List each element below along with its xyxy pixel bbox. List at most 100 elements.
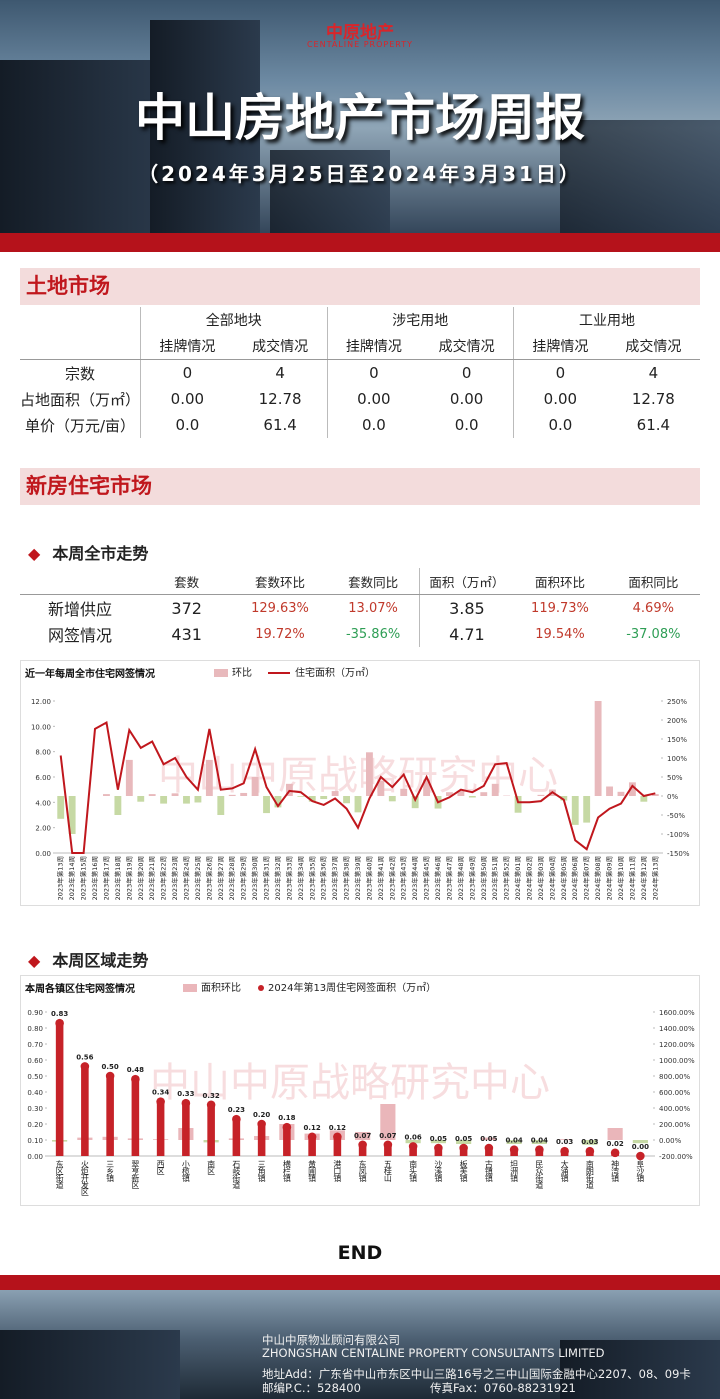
cell: 4.69% xyxy=(632,600,674,616)
cell: 19.54% xyxy=(535,626,585,642)
end-mark: END xyxy=(337,1242,383,1264)
column-cap xyxy=(282,1122,292,1132)
x-tick-label: 2023年第47周 xyxy=(444,856,453,900)
column-cap xyxy=(105,1071,115,1081)
x-tick-label: 2023年第41周 xyxy=(376,856,385,900)
bar xyxy=(366,752,373,796)
building xyxy=(0,60,170,233)
cell xyxy=(20,333,141,360)
bar xyxy=(480,792,488,796)
line xyxy=(59,720,656,854)
building xyxy=(0,1330,180,1399)
column xyxy=(156,1101,165,1156)
bar xyxy=(205,759,213,796)
value-label: 0.05 xyxy=(480,1135,497,1143)
column-cap xyxy=(434,1143,443,1153)
x-tick-label: 2023年第25周 xyxy=(193,856,202,900)
y2-tick-label: 200.00% xyxy=(659,1121,690,1129)
cell: 3.85 xyxy=(419,594,514,621)
column xyxy=(106,1076,114,1156)
value-label: 0.03 xyxy=(556,1138,573,1146)
x-tick-label: 港口镇 xyxy=(333,1159,342,1183)
section-title: 新房住宅市场 xyxy=(20,468,700,505)
x-tick-label: 火炬开发区 xyxy=(80,1160,89,1196)
bar xyxy=(430,1140,446,1144)
x-tick-label: 2023年第50周 xyxy=(479,856,488,900)
y-tick-label: 8.00 xyxy=(35,749,51,757)
x-tick-label: 2023年第32周 xyxy=(273,856,282,900)
header-row: 全部地块 涉宅用地 工业用地 xyxy=(20,307,700,333)
x-tick-label: 2023年第17周 xyxy=(101,856,110,900)
cell: 4.71 xyxy=(419,621,514,647)
cell: 0.00 xyxy=(512,386,607,412)
value-label: 0.56 xyxy=(76,1053,93,1061)
row-label: 网签情况 xyxy=(47,626,112,645)
x-tick-label: 2023年第20周 xyxy=(136,856,145,900)
bar xyxy=(400,788,408,796)
column-cap xyxy=(560,1146,569,1156)
y-tick-label: 0.60 xyxy=(27,1057,43,1065)
chart-box: 近一年每周全市住宅网签情况 中山中原战略研究中心 环比 住宅面积（万㎡） 0.00 2.0… xyxy=(20,660,700,906)
header-row: 套数 套数环比 套数同比 面积（万㎡） 面积环比 面积同比 xyxy=(20,568,700,595)
bar xyxy=(343,796,350,804)
bar xyxy=(557,1139,573,1140)
x-tick-label: 2024年第11周 xyxy=(627,856,636,900)
x-tick-label: 三乡镇 xyxy=(106,1160,115,1183)
x-tick-label: 2024年第08周 xyxy=(593,856,602,900)
y2-tick-label: 1600.00% xyxy=(659,1009,695,1017)
cell: 372 xyxy=(171,598,202,618)
column xyxy=(409,1146,417,1156)
x-tick-label: 2024年第06周 xyxy=(570,856,579,900)
value-label: 0.83 xyxy=(51,1010,68,1018)
x-tick-label: 南区 xyxy=(207,1159,216,1175)
bar xyxy=(274,796,282,808)
value-label: 0.20 xyxy=(253,1111,270,1119)
x-tick-label: 2024年第02周 xyxy=(525,856,534,900)
column xyxy=(384,1144,392,1156)
legend-label: 住宅面积（万㎡） xyxy=(295,666,375,679)
cell: 13.07% xyxy=(348,600,398,616)
column-header: 套数同比 xyxy=(326,568,420,595)
watermark: 中山中原战略研究中心 xyxy=(150,1060,550,1106)
x-tick-label: 民众街道 xyxy=(535,1160,544,1190)
building xyxy=(150,20,260,233)
bar xyxy=(651,794,659,796)
x-tick-label: 石岐街道 xyxy=(232,1160,241,1190)
bar xyxy=(628,782,636,796)
y2-tick-label: 0% xyxy=(667,793,678,801)
chart-title: 近一年每周全市住宅网签情况 xyxy=(25,667,155,680)
column xyxy=(182,1103,190,1156)
x-tick-label: 阜沙镇 xyxy=(636,1159,645,1183)
y2-tick-label: 50% xyxy=(667,774,683,782)
legend-swatch xyxy=(183,984,197,992)
y2-tick-label: -150% xyxy=(667,850,690,858)
x-tick-label: 2023年第22周 xyxy=(159,856,168,900)
column xyxy=(131,1079,140,1156)
x-tick-label: 沙溪镇 xyxy=(434,1160,443,1183)
legend-label: 2024年第13周住宅网签面积（万㎡） xyxy=(268,981,436,994)
x-tick-label: 2024年第10周 xyxy=(616,856,625,900)
y2-tick-label: -100% xyxy=(667,831,690,839)
column xyxy=(257,1124,266,1156)
column-cap xyxy=(459,1143,468,1153)
bar xyxy=(457,790,465,796)
bar xyxy=(251,777,259,796)
row: 宗数 0 4 0 0 0 4 xyxy=(20,359,700,386)
bar xyxy=(171,793,179,796)
fax: 传真Fax：0760-88231921 xyxy=(430,1381,576,1395)
x-tick-label: 2023年第18周 xyxy=(113,856,122,900)
column-cap xyxy=(509,1145,519,1154)
x-tick-label: 2024年第13周 xyxy=(650,856,659,900)
value-label: 0.07 xyxy=(379,1132,396,1140)
column-cap xyxy=(383,1140,393,1150)
x-tick-label: 2023年第15周 xyxy=(79,856,88,900)
y-tick-label: 0.10 xyxy=(27,1137,43,1145)
bar xyxy=(137,796,145,802)
y2-tick-label: -50% xyxy=(667,812,685,820)
x-tick-label: 2024年第03周 xyxy=(536,856,545,900)
cell: 4 xyxy=(648,364,659,382)
sub-header: 挂牌情况 xyxy=(326,333,421,360)
bar xyxy=(423,779,431,796)
subsection-title: 本周区域走势 xyxy=(28,947,148,971)
